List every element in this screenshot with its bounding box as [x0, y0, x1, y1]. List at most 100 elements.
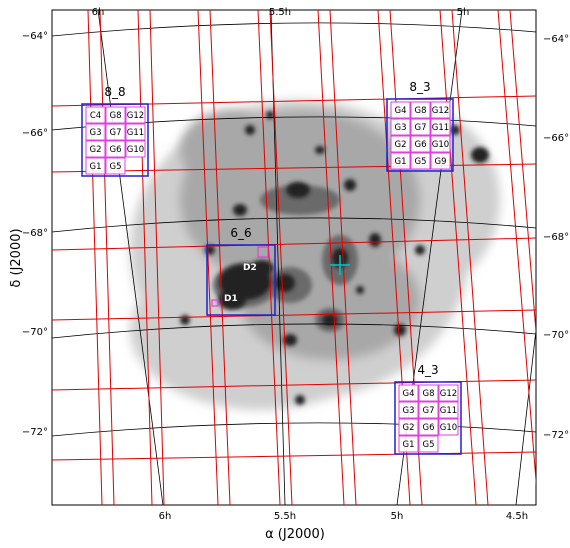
tile-label: G5: [415, 157, 427, 167]
tile-label: G7: [423, 406, 435, 416]
field-6_6: 6_6: [206, 226, 276, 316]
tile-box: [390, 135, 411, 153]
tile-box: [85, 140, 106, 158]
tile-label: G10: [440, 423, 457, 433]
tile-label: G1: [395, 157, 407, 167]
field-box: [394, 381, 462, 455]
dec-line-64: [52, 22, 536, 37]
dec-tick-left-66: −66°: [22, 128, 48, 139]
tile-label: G10: [127, 145, 144, 155]
tile-box: [125, 106, 146, 124]
tile-label: G3: [403, 406, 415, 416]
dec-tick-left-68: −68°: [22, 228, 48, 239]
tile-label: C4: [90, 111, 101, 121]
tile-label: G2: [395, 140, 407, 150]
tile-label: G12: [440, 389, 457, 399]
dwarf-label-d1: D1: [224, 294, 238, 304]
strip-line-v-12: [439, 10, 477, 505]
field-4_3: 4_3 G4 G8 G12 G3 G7 G11 G2 G6 G10 G1 G5: [394, 363, 462, 455]
tile-box: [430, 152, 451, 170]
ra-line-4-5h: [515, 329, 536, 505]
tile-label: G12: [432, 106, 449, 116]
strip-line-v-3: [149, 10, 165, 505]
dec-tick-left-64: −64°: [22, 31, 48, 42]
tile-box: [438, 418, 459, 436]
tile-label: G8: [415, 106, 427, 116]
ra-tick-top-6h: 6h: [92, 7, 105, 18]
tile-label: G11: [127, 128, 144, 138]
tile-label: G6: [110, 145, 122, 155]
dec-tick-right-68: −68°: [543, 232, 569, 243]
ra-tick-bottom-6h: 6h: [159, 511, 172, 522]
tile-label: G12: [127, 111, 144, 121]
tile-label: G6: [415, 140, 427, 150]
survey-fields: 8_8 C4 G8 G12 G3 G7 G11 G2 G6 G10 G1 G5 8_3 G4 G8 G12 G3…: [81, 80, 462, 455]
tile-box: [410, 118, 431, 136]
tile-label: G5: [423, 440, 435, 450]
strip-line-h-2: [52, 237, 536, 251]
tile-box: [410, 152, 431, 170]
tile-box: [125, 123, 146, 141]
tile-label: G7: [415, 123, 427, 133]
strip-line-v-2: [137, 10, 153, 505]
strip-line-v-5: [209, 10, 231, 505]
tile-box: [430, 118, 451, 136]
strip-line-v-0: [87, 10, 103, 505]
field-box: [81, 103, 149, 177]
dec-line-68: [52, 217, 536, 233]
tile-label: G1: [403, 440, 415, 450]
strip-line-v-9: [329, 10, 357, 505]
strip-line-v-7: [269, 10, 293, 505]
tile-box: [85, 157, 106, 175]
tile-box: [438, 401, 459, 419]
tile-box: [398, 418, 419, 436]
tile-box: [418, 384, 439, 402]
dec-tick-left-72: −72°: [22, 427, 48, 438]
ra-line-6h: [97, 10, 164, 505]
ra-tick-bottom-5h: 5h: [391, 511, 404, 522]
tile-box: [390, 101, 411, 119]
dec-tick-right-64: −64°: [543, 34, 569, 45]
dec-tick-left-70: −70°: [22, 327, 48, 338]
ra-tick-top-5h: 5h: [457, 7, 470, 18]
dec-line-70: [52, 323, 536, 339]
tile-label: G3: [395, 123, 407, 133]
tile-label: G11: [432, 123, 449, 133]
tile-box: [410, 101, 431, 119]
tile-label: G10: [432, 140, 449, 150]
tile-box: [105, 106, 126, 124]
strip-line-v-13: [451, 10, 489, 505]
field-8_8: 8_8 C4 G8 G12 G3 G7 G11 G2 G6 G10 G1 G5: [81, 85, 149, 177]
center-marker: [330, 255, 350, 275]
tile-box: [125, 140, 146, 158]
field-8_3: 8_3 G4 G8 G12 G3 G7 G11 G2 G6 G10 G1 G5 G9: [386, 80, 454, 172]
tile-box: [410, 135, 431, 153]
strip-line-v-4: [197, 10, 219, 505]
tile-label: G8: [110, 111, 122, 121]
field-label: 8_8: [104, 85, 125, 99]
field-label: 8_3: [409, 80, 430, 94]
dwarf-box-d2: [257, 246, 269, 258]
tile-box: [418, 418, 439, 436]
tile-box: [430, 101, 451, 119]
tile-label: G11: [440, 406, 457, 416]
tile-label: G4: [395, 106, 407, 116]
tile-box: [398, 401, 419, 419]
strip-line-h-3: [52, 309, 536, 321]
dec-tick-right-66: −66°: [543, 133, 569, 144]
tile-box: [85, 123, 106, 141]
tile-box: [85, 106, 106, 124]
tile-box: [398, 435, 419, 453]
galaxy-image: [130, 100, 500, 410]
ra-tick-bottom-5-5h: 5.5h: [274, 511, 296, 522]
tile-box: [438, 384, 459, 402]
tile-box: [105, 140, 126, 158]
dec-tick-right-72: −72°: [543, 430, 569, 441]
tile-label: G2: [403, 423, 415, 433]
strip-line-v-6: [257, 10, 281, 505]
strip-line-v-15: [509, 10, 536, 338]
tile-box: [105, 123, 126, 141]
tile-label: G2: [90, 145, 102, 155]
tile-box: [430, 135, 451, 153]
